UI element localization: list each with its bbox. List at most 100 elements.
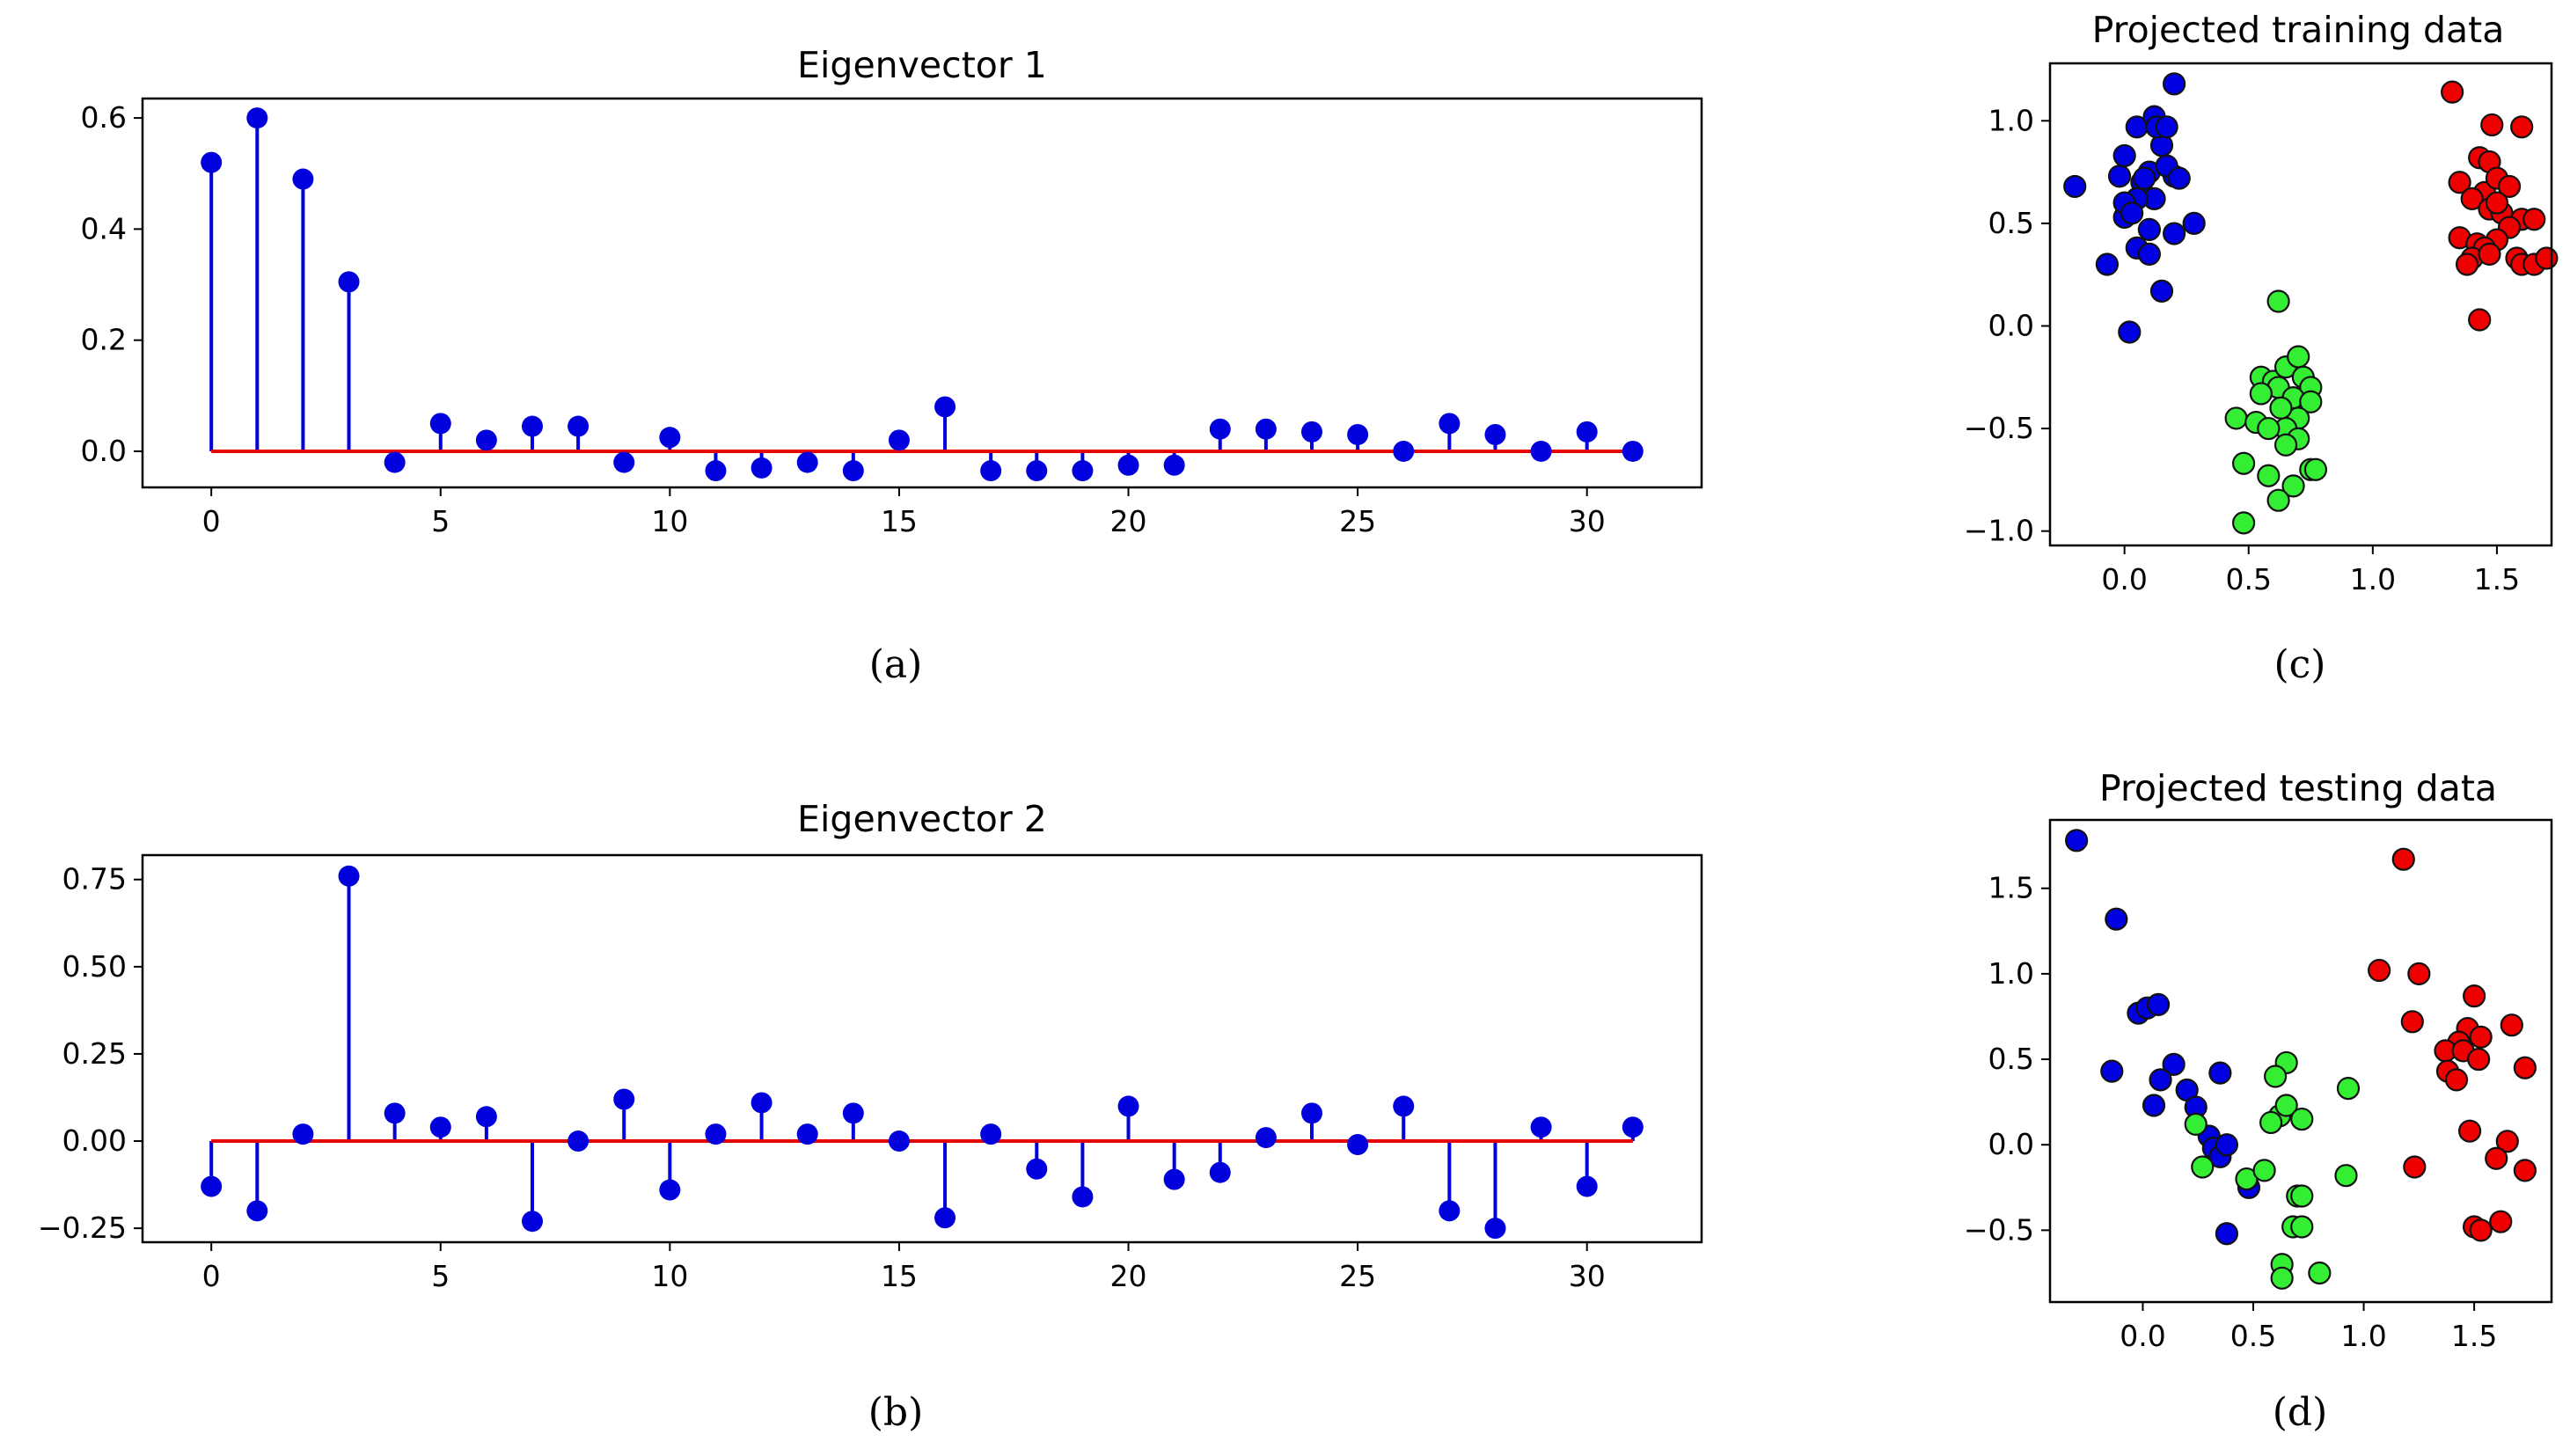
scatter-point [2107, 165, 2132, 188]
stem-marker [750, 457, 772, 479]
y-tick-label: 0.0 [1988, 1127, 2034, 1161]
scatter-point [2257, 464, 2281, 487]
x-tick-label: 10 [651, 504, 688, 538]
scatter-point [2270, 1266, 2294, 1290]
scatter-point [2455, 252, 2479, 276]
stem-marker [475, 1106, 497, 1128]
scatter-point [2112, 143, 2136, 168]
plot-frame [141, 97, 1703, 489]
stem-marker [1622, 440, 1644, 462]
panel-c-training-scatter: Projected training data 0.0 0.5 1.0 1.5 −1.0… [1964, 9, 2559, 687]
subfigure-caption: (d) [2273, 1390, 2328, 1435]
stem-marker [980, 1123, 1002, 1145]
x-tick-label: 20 [1110, 504, 1147, 538]
scatter-point [2510, 115, 2534, 139]
stem-marker [613, 451, 635, 473]
x-tick-label: 25 [1339, 504, 1376, 538]
stem-marker [1530, 1116, 1552, 1138]
scatter-point [2448, 171, 2471, 194]
y-tick-label: −0.5 [1964, 411, 2034, 445]
scatter-point [2182, 211, 2206, 235]
x-tick-label: 5 [431, 1259, 450, 1293]
scatter-point [2273, 433, 2298, 457]
scatter-point [2137, 217, 2161, 241]
stem-marker [1072, 460, 1094, 482]
scatter-point [2457, 1119, 2482, 1143]
y-tick-label: 0.75 [62, 862, 127, 896]
scatter-point [2299, 390, 2323, 413]
stem-marker [796, 1123, 818, 1145]
stem-marker [1301, 421, 1322, 443]
scatter-point [2162, 222, 2186, 245]
stem-marker [246, 107, 268, 129]
x-tick-label: 25 [1339, 1259, 1376, 1293]
x-tick-label: 1.0 [2340, 1319, 2386, 1353]
scatter-point [2513, 1056, 2537, 1079]
scatter-point [2146, 992, 2171, 1016]
stem-marker [842, 1102, 864, 1124]
stem-marker [705, 1123, 727, 1145]
scatter-point [2403, 1155, 2427, 1179]
scatter-point [2441, 80, 2464, 104]
y-tick-label: 0.2 [81, 323, 127, 357]
chart-title: Projected training data [2092, 9, 2505, 51]
y-tick-label: −1.0 [1964, 514, 2034, 548]
scatter-point [2480, 113, 2504, 137]
panel-d-testing-scatter: Projected testing data 0.0 0.5 1.0 1.5 −0.5 0… [1964, 767, 2553, 1435]
scatter-point [2215, 1222, 2238, 1246]
x-tick-label: 20 [1110, 1259, 1147, 1293]
chart-title: Eigenvector 2 [797, 798, 1047, 840]
stem-marker [1163, 1168, 1185, 1190]
stem-marker [1117, 1095, 1139, 1117]
y-tick-label: −0.5 [1964, 1212, 2034, 1247]
stem-marker [338, 271, 360, 293]
stem-marker [659, 427, 681, 449]
scatter-point [2485, 1146, 2508, 1170]
scatter-point [2468, 308, 2492, 332]
scatter-point [2149, 279, 2174, 303]
stem-marker [246, 1200, 268, 1222]
scatter-point [2191, 1155, 2215, 1179]
scatter-point [2215, 1133, 2238, 1157]
y-tick-label: 1.0 [1988, 103, 2034, 137]
scatter-point [2266, 289, 2290, 313]
stem-marker [1255, 418, 1277, 440]
scatter-point [2535, 246, 2559, 270]
stem-marker [1576, 421, 1598, 443]
stem-marker [1393, 440, 1415, 462]
y-tick-label: 0.5 [1988, 206, 2034, 240]
x-tick-label: 0.0 [2120, 1319, 2165, 1353]
stem-marker [888, 429, 910, 451]
stem-marker [659, 1179, 681, 1201]
stem-marker [292, 168, 314, 190]
stem-marker [567, 1130, 589, 1152]
scatter-point [2336, 1076, 2361, 1101]
stem-marker [1484, 1218, 1506, 1240]
scatter-point [2249, 382, 2273, 406]
scatter-point [2264, 1065, 2288, 1088]
scatter-point [2513, 1159, 2537, 1182]
scatter-point [2162, 1052, 2186, 1076]
y-tick-label: 0.0 [81, 434, 127, 468]
scatter-point [2485, 191, 2509, 215]
stem-marker [1072, 1186, 1094, 1208]
stem-marker [613, 1088, 635, 1110]
stem-marker [1439, 1200, 1461, 1222]
x-tick-label: 0.0 [2101, 562, 2147, 596]
stem-marker [1347, 1134, 1369, 1156]
scatter-point [2167, 166, 2191, 190]
stem-marker [1530, 440, 1552, 462]
scatter-point [2460, 187, 2484, 211]
scatter-point [2208, 1061, 2232, 1085]
stem-marker [201, 151, 223, 173]
x-tick-label: 0 [202, 504, 221, 538]
scatter-point [2469, 1218, 2493, 1242]
x-tick-label: 1.5 [2474, 562, 2520, 596]
scatter-point [2231, 451, 2256, 475]
scatter-point [2281, 474, 2305, 498]
scatter-point [2095, 252, 2120, 276]
stem-marker [1117, 454, 1139, 476]
x-tick-label: 1.5 [2451, 1319, 2497, 1353]
x-tick-label: 0 [202, 1259, 221, 1293]
x-tick-label: 15 [881, 1259, 918, 1293]
